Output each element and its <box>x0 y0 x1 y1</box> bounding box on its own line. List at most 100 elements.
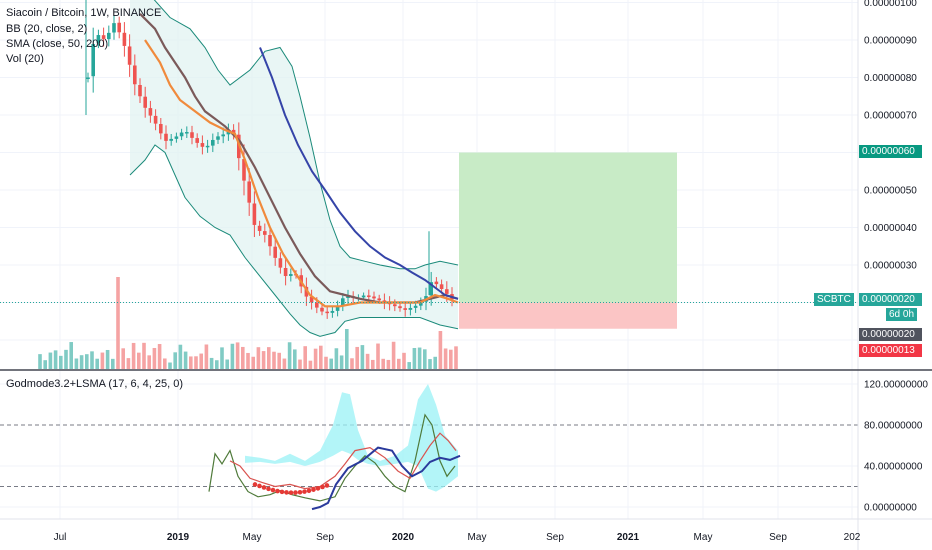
volume-bar <box>407 362 411 369</box>
volume-bar <box>194 356 198 369</box>
volume-bar <box>126 358 131 369</box>
bollinger-fill <box>130 0 458 337</box>
volume-bar <box>376 343 380 369</box>
volume-bar <box>324 356 328 369</box>
oscillator-dot <box>297 489 303 495</box>
candle-body <box>335 306 340 311</box>
vol-legend[interactable]: Vol (20) <box>6 53 44 65</box>
volume-bar <box>131 342 136 369</box>
volume-bar <box>298 359 302 369</box>
volume-bar <box>53 350 58 369</box>
oscillator-dot <box>252 482 258 487</box>
candle-body <box>429 282 433 296</box>
volume-bar <box>308 360 313 369</box>
price-tick-label: 0.00000090 <box>864 36 917 47</box>
volume-bar <box>142 342 146 369</box>
oscillator-dot <box>266 486 271 492</box>
oscillator-dot <box>320 484 325 490</box>
volume-bar <box>454 346 458 369</box>
price-axis: 0.00000100 0.00000090 0.00000080 0.00000070… <box>864 0 917 272</box>
volume-bar <box>449 349 453 369</box>
volume-bar <box>303 346 307 369</box>
oscillator-red-line <box>229 432 457 490</box>
volume-bar <box>163 358 167 369</box>
time-tick-label: 2020 <box>392 532 415 543</box>
time-tick-label: Sep <box>769 532 787 543</box>
oscillator-dot <box>279 489 285 495</box>
price-tick-label: 0.00000080 <box>864 73 917 84</box>
oscillator-blue-line <box>311 446 461 511</box>
time-tick-label: May <box>243 532 262 543</box>
oscillator-legend[interactable]: Godmode3.2+LSMA (17, 6, 4, 25, 0) <box>6 378 184 390</box>
volume-bar <box>157 344 162 369</box>
volume-bar <box>355 346 359 369</box>
candle-body <box>247 181 251 203</box>
price-tick-label: 0.00000050 <box>864 186 917 197</box>
bollinger-upper <box>153 0 459 270</box>
osc-tick-label: 0.00000000 <box>864 503 917 514</box>
oscillator-dot <box>324 483 330 488</box>
time-tick-label: 202 <box>844 532 861 543</box>
volume-bar <box>230 343 235 369</box>
volume-bar <box>43 360 47 369</box>
candle-body <box>133 65 137 85</box>
candle-body <box>361 295 366 298</box>
candle-body <box>221 134 225 137</box>
candle-body <box>164 133 168 141</box>
volume-bar <box>209 357 214 369</box>
oscillator-axis: 120.00000000 80.00000000 40.00000000 0.0000… <box>864 380 928 514</box>
volume-bar <box>334 348 339 369</box>
volume-bar <box>220 347 224 369</box>
candle-body <box>330 310 335 313</box>
candle-body <box>96 35 101 43</box>
candle-body <box>190 132 194 138</box>
bollinger-lower <box>129 144 459 337</box>
candle-body <box>122 32 127 46</box>
oscillator-dot <box>315 486 321 491</box>
oscillator-dot <box>293 490 298 495</box>
sma-legend[interactable]: SMA (close, 50, 200) <box>6 38 109 50</box>
candle-body <box>309 296 314 303</box>
candle-body <box>231 129 236 134</box>
oscillator-dot <box>257 483 262 489</box>
oscillator-dots <box>252 482 330 495</box>
candle-body <box>315 302 319 308</box>
symbol-legend[interactable]: Siacoin / Bitcoin, 1W, BINANCE <box>6 7 162 19</box>
volume-bar <box>397 358 401 369</box>
candle-body <box>127 46 132 65</box>
volume-bar <box>386 359 391 369</box>
volume-bar <box>225 359 229 369</box>
candle-body <box>372 296 376 299</box>
candle-body <box>174 136 179 139</box>
volume-bar <box>350 358 354 369</box>
volume-bar <box>251 356 255 369</box>
price-tick-label: 0.00000100 <box>864 0 917 9</box>
volume-bar <box>261 351 266 369</box>
gray-price-tag: 0.00000020 <box>859 328 922 341</box>
target-zone[interactable] <box>459 152 677 303</box>
volume-bar <box>443 348 448 369</box>
candle-body <box>304 286 309 297</box>
target-price-tag: 0.00000060 <box>859 145 922 158</box>
candle-body <box>179 132 184 137</box>
volume-bar <box>111 358 115 369</box>
time-tick-label: May <box>694 532 713 543</box>
candle-body <box>195 138 199 143</box>
time-tick-label: Sep <box>546 532 564 543</box>
bb-legend[interactable]: BB (20, close, 2) <box>6 23 88 35</box>
volume-bar <box>256 347 261 369</box>
volume-bar <box>313 348 318 369</box>
candle-body <box>283 268 288 277</box>
volume-bar <box>59 355 63 369</box>
candle-body <box>434 281 439 285</box>
volume-bar <box>345 329 349 369</box>
volume-bar <box>438 331 443 369</box>
volume-bar <box>137 352 141 369</box>
candle-body <box>242 159 246 181</box>
stop-zone[interactable] <box>459 302 677 329</box>
oscillator-dot <box>275 488 280 494</box>
volume-bar <box>215 360 219 369</box>
volume-bar <box>412 347 417 369</box>
volume-bar <box>235 342 240 369</box>
